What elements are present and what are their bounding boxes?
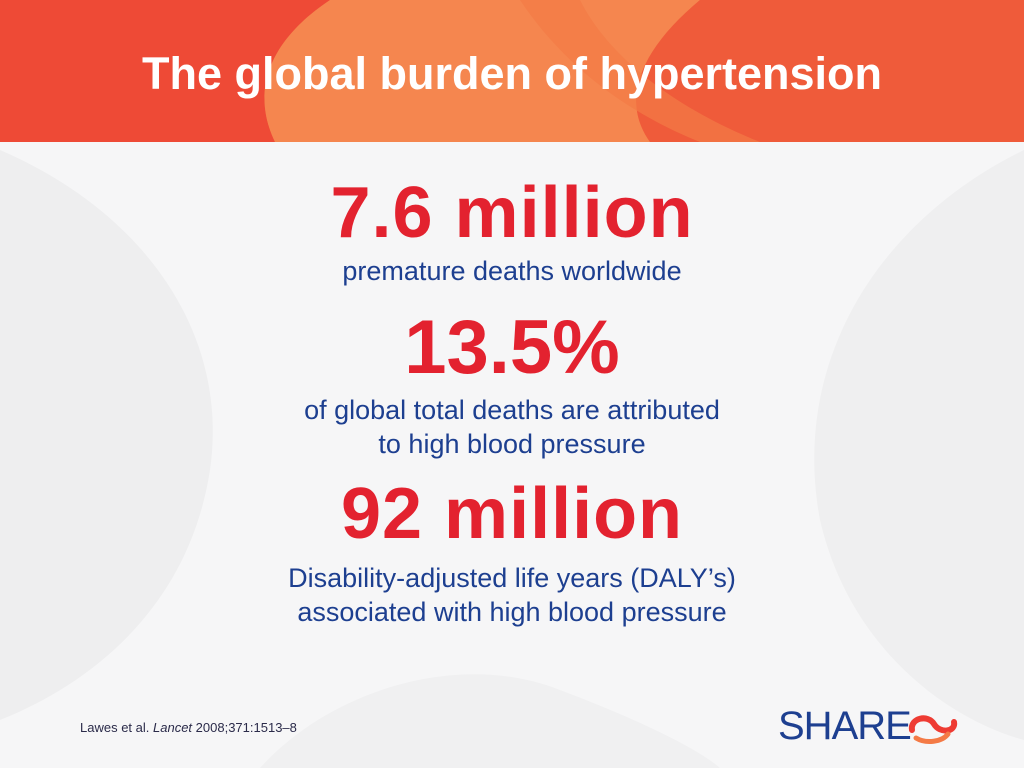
stat-description-daly: Disability-adjusted life years (DALY’s) … xyxy=(112,561,912,629)
stat-value-daly: 92 million xyxy=(340,474,684,555)
header-banner: The global burden of hypertension xyxy=(0,0,1024,142)
stat-description-line: of global total deaths are attributed xyxy=(304,395,720,426)
stat-description-line: to high blood pressure xyxy=(378,429,646,460)
stat-description-line: associated with high blood pressure xyxy=(297,596,727,627)
page-title: The global burden of hypertension xyxy=(141,48,883,99)
share-logo: SHARE xyxy=(778,700,968,750)
citation-journal: Lancet xyxy=(153,720,193,735)
logo-text: SHARE xyxy=(778,704,912,748)
ribbon-loop-icon xyxy=(908,715,958,744)
stat-value-percentage: 13.5% xyxy=(404,304,620,390)
header-background xyxy=(0,0,1024,142)
stat-description-line: Disability-adjusted life years (DALY’s) xyxy=(288,562,736,593)
stat-value-deaths: 7.6 million xyxy=(330,173,694,253)
stat-description-percentage: of global total deaths are attributed to… xyxy=(112,393,912,461)
citation-authors: Lawes et al. xyxy=(80,720,150,735)
stats-block: 7.6 million premature deaths worldwide 1… xyxy=(112,173,912,629)
stat-description-deaths: premature deaths worldwide xyxy=(112,254,912,288)
citation: Lawes et al. Lancet 2008;371:1513–8 xyxy=(80,720,297,735)
citation-details: 2008;371:1513–8 xyxy=(195,720,297,735)
stat-description-line: premature deaths worldwide xyxy=(342,255,682,286)
